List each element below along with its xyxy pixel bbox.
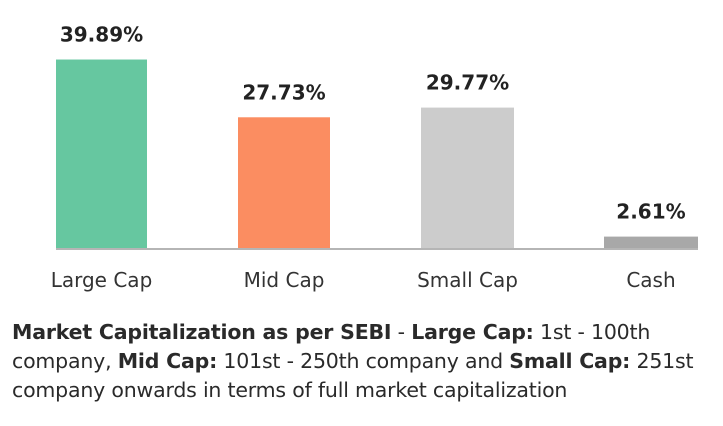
- bar-mid-cap: [238, 117, 330, 249]
- data-label-large-cap: 39.89%: [60, 23, 143, 47]
- footnote-heading: Market Capitalization as per SEBI: [12, 320, 392, 344]
- footnote-small-cap-label: Small Cap:: [509, 349, 631, 373]
- category-label-cash: Cash: [626, 268, 675, 292]
- category-label-small-cap: Small Cap: [417, 268, 518, 292]
- bar-chart: 39.89% Large Cap 27.73% Mid Cap 29.77% Small …: [51, 23, 698, 292]
- category-label-large-cap: Large Cap: [51, 268, 153, 292]
- category-label-mid-cap: Mid Cap: [244, 268, 325, 292]
- market-cap-footnote: Market Capitalization as per SEBI - Larg…: [12, 318, 712, 405]
- footnote-mid-cap-label: Mid Cap:: [117, 349, 218, 373]
- footnote-small-cap-range: 251st company onwards in terms of full m…: [12, 349, 694, 402]
- footnote-separator: -: [391, 320, 412, 344]
- bar-cash: [604, 236, 698, 249]
- data-label-mid-cap: 27.73%: [242, 80, 325, 104]
- bar-large-cap: [56, 59, 147, 250]
- footnote-large-cap-label: Large Cap:: [411, 320, 534, 344]
- bar-small-cap: [421, 107, 514, 249]
- footnote-mid-cap-range: 101st - 250th company and: [217, 349, 510, 373]
- data-label-small-cap: 29.77%: [426, 71, 509, 95]
- data-label-cash: 2.61%: [616, 200, 685, 224]
- footnote-large-cap-range: 1st - 100th company,: [12, 320, 651, 373]
